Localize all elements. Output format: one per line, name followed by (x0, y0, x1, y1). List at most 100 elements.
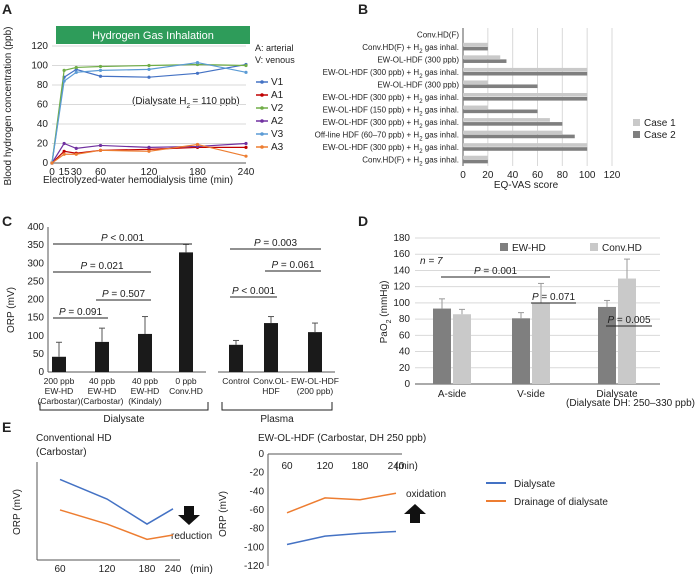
p-value-label: P = 0.005 (607, 315, 651, 326)
oxidation-label: oxidation (406, 489, 446, 500)
legend-marker (260, 93, 264, 97)
legend-note-venous: V: venous (255, 55, 295, 65)
x-tick-label: 240 (388, 461, 405, 472)
legend-marker (260, 80, 264, 84)
data-point (98, 148, 103, 152)
category-label: EW-OL-HDF (300 ppb) (377, 80, 459, 89)
data-point (74, 70, 78, 74)
y-tick-label: 60 (37, 100, 49, 111)
chart-d: PaO2 (mmHg) n = 7 (Dialysate DH: 250–330… (379, 233, 695, 409)
bar-convhd (618, 278, 636, 384)
y-tick-label: 100 (27, 331, 44, 342)
legend-marker (260, 106, 264, 110)
x-tick-label: 20 (482, 170, 494, 181)
y-tick-label: 0 (404, 379, 410, 390)
data-point (62, 68, 66, 72)
chart-e1: Conventional HD (Carbostar) ORP (mV) (mi… (12, 433, 213, 575)
chart-e-legend: Dialysate Drainage of dialysate (486, 479, 608, 508)
bar-case-1 (463, 143, 588, 147)
y-tick-label: 80 (399, 314, 411, 325)
category-label: EW-OL-HDF (300 ppb) + H2 gas inhal. (323, 143, 459, 155)
data-point (147, 145, 151, 149)
y-tick-label: 50 (33, 349, 45, 360)
legend-label: EW-HD (512, 243, 546, 254)
bar (264, 323, 278, 372)
data-point (62, 149, 66, 153)
data-point (147, 67, 151, 71)
data-point (195, 60, 200, 65)
group-bracket-dialysate (39, 402, 209, 411)
bar-ew-hd (512, 318, 530, 384)
chart-e2-ylabel: ORP (mV) (218, 491, 229, 537)
category-label: (Carbostar) (81, 396, 124, 406)
chart-a-xlabel: Electrolyzed-water hemodialysis time (mi… (43, 175, 233, 186)
bar-convhd (532, 302, 550, 384)
category-label: HDF (262, 386, 279, 396)
series-line (286, 492, 397, 514)
y-tick-label: 140 (393, 265, 410, 276)
chart-e2-title: EW-OL-HDF (Carbostar, DH 250 ppb) (258, 433, 426, 444)
data-point (50, 161, 54, 165)
category-label: EW-OL-HDF (150 ppb) + H2 gas inhal. (323, 106, 459, 118)
legend-marker (260, 132, 264, 136)
legend-marker (260, 145, 264, 149)
x-tick-label: 30 (71, 167, 83, 178)
bar-case-1 (463, 155, 488, 160)
series-line (59, 509, 174, 541)
legend-note-arterial: A: arterial (255, 43, 294, 53)
y-tick-label: 120 (393, 282, 410, 293)
legend-label: Conv.HD (602, 243, 642, 254)
x-tick-label: 240 (238, 167, 255, 178)
data-point (74, 152, 78, 156)
data-point (147, 63, 151, 68)
y-tick-label: 100 (393, 298, 410, 309)
bar-case-1 (463, 80, 488, 85)
y-tick-label: 180 (393, 233, 410, 244)
x-tick-label: 120 (141, 167, 158, 178)
panel-label-b: B (358, 1, 368, 17)
category-label: EW-OL-HDF (291, 376, 339, 386)
y-tick-label: -120 (244, 561, 264, 572)
y-tick-label: 160 (393, 249, 410, 260)
category-label: EW-OL-HDF (300 ppb) + H2 gas inhal. (323, 68, 459, 80)
bar-case-2 (463, 84, 538, 89)
y-tick-label: -80 (250, 524, 265, 535)
up-arrow-icon (404, 504, 426, 523)
category-label: A-side (438, 389, 467, 400)
y-tick-label: 20 (399, 363, 411, 374)
data-point (98, 74, 103, 78)
data-point (244, 70, 248, 74)
category-label: Dialysate (596, 389, 638, 400)
category-label: Conv.HD (169, 386, 203, 396)
bar-case-2 (463, 97, 588, 101)
legend-swatch (590, 243, 598, 251)
p-value-label: P = 0.021 (80, 261, 124, 272)
series-line (59, 478, 174, 525)
data-point (62, 79, 66, 83)
y-tick-label: 0 (258, 449, 264, 460)
x-tick-label: 120 (604, 170, 621, 181)
legend-swatch (633, 131, 640, 138)
legend-label: V2 (271, 103, 284, 114)
data-point (195, 71, 200, 75)
banner-text: Hydrogen Gas Inhalation (92, 30, 214, 42)
bar (229, 344, 243, 372)
category-label: (Kindaly) (128, 396, 162, 406)
p-value-label: P = 0.001 (474, 266, 518, 277)
category-label: (Carbostar) (38, 396, 81, 406)
legend-label: V3 (271, 129, 284, 140)
category-label: Off-line HDF (60–70 ppb) + H2 gas inhal. (315, 131, 459, 143)
y-tick-label: 20 (37, 139, 49, 150)
legend-label: Case 2 (644, 130, 676, 141)
y-tick-label: -40 (250, 486, 265, 497)
bar-case-2 (463, 147, 588, 151)
category-label: EW-HD (88, 386, 117, 396)
banner-box (56, 26, 250, 44)
bar-case-1 (463, 105, 488, 110)
data-point (147, 149, 151, 153)
data-point (98, 68, 103, 72)
x-tick-label: 0 (460, 170, 466, 181)
data-point (244, 63, 248, 68)
chart-c-ylabel: ORP (mV) (6, 287, 17, 333)
chart-c: ORP (mV) 0 50 100 150 200 250 300 350 400 200 ppb… (6, 222, 339, 425)
